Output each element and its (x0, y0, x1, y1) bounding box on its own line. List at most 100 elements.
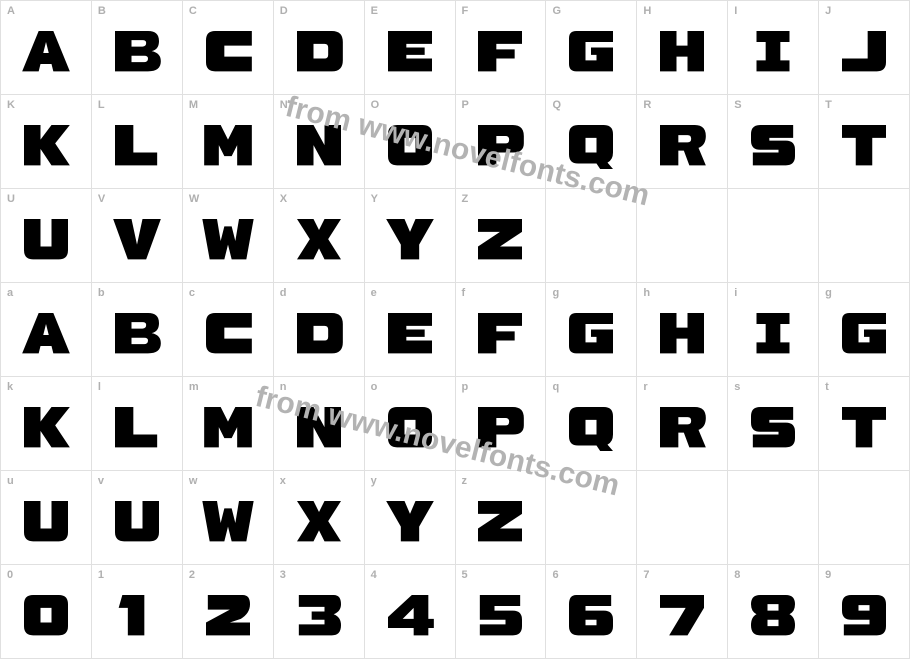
glyph-x (274, 219, 364, 268)
glyph-row: 0123456789 (0, 565, 910, 659)
cell-label: h (643, 287, 650, 299)
glyph-e (365, 313, 455, 362)
glyph-cell: b (92, 283, 183, 376)
glyph-2 (183, 595, 273, 644)
glyph-cell (728, 471, 819, 564)
glyph-cell: O (365, 95, 456, 188)
cell-label: 5 (462, 569, 468, 581)
glyph-cell: t (819, 377, 910, 470)
glyph-cell: Q (546, 95, 637, 188)
glyph-h (637, 31, 727, 80)
glyph-9 (819, 595, 909, 644)
glyph-y (365, 501, 455, 550)
glyph-row: klmnopqrst (0, 377, 910, 471)
glyph-r (637, 125, 727, 174)
cell-label: 3 (280, 569, 286, 581)
cell-label: V (98, 193, 105, 205)
glyph-g (819, 313, 909, 362)
cell-label: 2 (189, 569, 195, 581)
glyph-x (274, 501, 364, 550)
glyph-7 (637, 595, 727, 644)
glyph-cell: h (637, 283, 728, 376)
cell-label: g (825, 287, 832, 299)
glyph-cell (819, 471, 910, 564)
glyph-cell: v (92, 471, 183, 564)
glyph-cell: D (274, 1, 365, 94)
glyph-p (456, 407, 546, 456)
glyph-cell: x (274, 471, 365, 564)
glyph-cell: W (183, 189, 274, 282)
cell-label: A (7, 5, 15, 17)
glyph-cell: 7 (637, 565, 728, 658)
cell-label: 8 (734, 569, 740, 581)
cell-label: T (825, 99, 832, 111)
cell-label: l (98, 381, 101, 393)
glyph-n (274, 125, 364, 174)
cell-label: O (371, 99, 380, 111)
glyph-cell (637, 189, 728, 282)
glyph-r (637, 407, 727, 456)
cell-label: Z (462, 193, 469, 205)
cell-label: W (189, 193, 199, 205)
glyph-k (1, 125, 91, 174)
glyph-cell: J (819, 1, 910, 94)
cell-label: w (189, 475, 198, 487)
glyph-u (1, 501, 91, 550)
glyph-u (1, 219, 91, 268)
cell-label: e (371, 287, 377, 299)
cell-label: 7 (643, 569, 649, 581)
glyph-cell: I (728, 1, 819, 94)
glyph-cell: i (728, 283, 819, 376)
glyph-o (365, 407, 455, 456)
glyph-cell: X (274, 189, 365, 282)
glyph-w (183, 501, 273, 550)
glyph-cell: r (637, 377, 728, 470)
cell-label: J (825, 5, 831, 17)
glyph-cell: 9 (819, 565, 910, 658)
cell-label: D (280, 5, 288, 17)
cell-label: Q (552, 99, 561, 111)
cell-label: G (552, 5, 561, 17)
glyph-cell: s (728, 377, 819, 470)
glyph-j (819, 31, 909, 80)
glyph-cell: y (365, 471, 456, 564)
glyph-0 (1, 595, 91, 644)
glyph-f (456, 313, 546, 362)
glyph-a (1, 31, 91, 80)
cell-label: d (280, 287, 287, 299)
cell-label: c (189, 287, 195, 299)
cell-label: o (371, 381, 378, 393)
glyph-z (456, 219, 546, 268)
cell-label: 1 (98, 569, 104, 581)
glyph-1 (92, 595, 182, 644)
glyph-u (92, 501, 182, 550)
glyph-t (819, 125, 909, 174)
glyph-cell: 3 (274, 565, 365, 658)
glyph-cell: a (0, 283, 92, 376)
glyph-cell: m (183, 377, 274, 470)
glyph-e (365, 31, 455, 80)
cell-label: b (98, 287, 105, 299)
cell-label: z (462, 475, 468, 487)
glyph-cell: d (274, 283, 365, 376)
glyph-cell: 5 (456, 565, 547, 658)
glyph-cell: V (92, 189, 183, 282)
cell-label: q (552, 381, 559, 393)
glyph-g (546, 31, 636, 80)
glyph-a (1, 313, 91, 362)
glyph-cell: k (0, 377, 92, 470)
cell-label: E (371, 5, 378, 17)
glyph-5 (456, 595, 546, 644)
cell-label: p (462, 381, 469, 393)
cell-label: H (643, 5, 651, 17)
cell-label: K (7, 99, 15, 111)
glyph-cell: L (92, 95, 183, 188)
glyph-cell (728, 189, 819, 282)
glyph-w (183, 219, 273, 268)
glyph-i (728, 313, 818, 362)
cell-label: I (734, 5, 737, 17)
cell-label: y (371, 475, 377, 487)
glyph-cell: z (456, 471, 547, 564)
cell-label: m (189, 381, 199, 393)
glyph-cell: R (637, 95, 728, 188)
